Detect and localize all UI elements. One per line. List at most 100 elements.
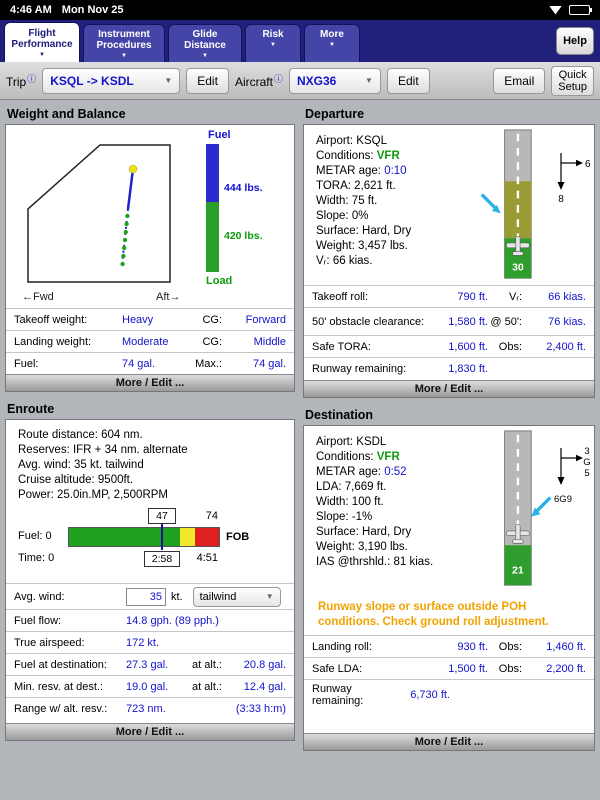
table-row: Fuel: 74 gal. Max.: 74 gal.	[6, 352, 294, 374]
chevron-down-icon: ▼	[270, 42, 276, 48]
departure-runway-graphic: 30	[480, 129, 532, 279]
tab-glide-distance[interactable]: Glide Distance ▼	[168, 24, 242, 62]
panel-title-departure: Departure	[305, 107, 365, 121]
wind-gust-value: 6G9	[554, 494, 572, 505]
landing-cg-point	[120, 261, 125, 267]
status-time: 4:46 AM	[10, 4, 52, 16]
svg-text:G: G	[583, 457, 590, 468]
departure-graphic-area: Airport: KSQL Conditions: VFR METAR age:…	[304, 125, 594, 285]
svg-text:5: 5	[584, 468, 589, 479]
wind-direction-select[interactable]: tailwind ▼	[192, 586, 281, 607]
panel-title-destination: Destination	[305, 408, 374, 422]
enroute-info: Route distance: 604 nm. Reserves: IFR + …	[18, 429, 188, 501]
chevron-down-icon: ▼	[202, 53, 208, 59]
avg-wind-row: Avg. wind: kt. tailwind ▼	[6, 583, 294, 609]
chevron-down-icon: ▼	[365, 76, 373, 85]
trip-select[interactable]: KSQL -> KSDL ▼	[42, 67, 181, 94]
table-row: Takeoff roll: 790 ft. Vᵣ: 66 kias.	[304, 285, 594, 307]
help-button[interactable]: Help	[556, 27, 594, 55]
departure-wind-indicator: 6 8	[557, 153, 591, 205]
wind-arrow-icon	[557, 182, 565, 190]
trip-edit-button[interactable]: Edit	[186, 67, 229, 94]
headwind-value: 8	[558, 194, 564, 205]
fuel-weight-value: 444 lbs.	[224, 182, 263, 194]
departure-panel: Airport: KSQL Conditions: VFR METAR age:…	[303, 124, 595, 398]
fuel-load-bar: Fuel 444 lbs. 420 lbs. Load	[206, 129, 292, 287]
table-row: Takeoff weight: Heavy CG: Forward	[6, 308, 294, 330]
email-button[interactable]: Email	[493, 67, 546, 94]
destination-graphic-area: Airport: KSDL Conditions: VFR METAR age:…	[304, 426, 594, 596]
status-date: Mon Nov 25	[61, 4, 124, 16]
airplane-icon	[506, 523, 530, 544]
panel-title-weight-balance: Weight and Balance	[7, 107, 126, 121]
table-row: Landing weight: Moderate CG: Middle	[6, 330, 294, 352]
destination-wind-indicator: 3 G 5 6G9	[554, 446, 591, 505]
svg-text:3: 3	[584, 446, 589, 457]
table-row: Runway remaining: 6,730 ft.	[304, 679, 594, 709]
aft-axis-label: Aft→	[156, 291, 181, 303]
quick-setup-button[interactable]: Quick Setup	[551, 65, 594, 96]
weight-balance-panel: ←Fwd Aft→ Fuel 444 lbs. 420 lbs. Load	[5, 124, 295, 392]
crosswind-value: 6	[585, 159, 591, 170]
table-row: 50' obstacle clearance: 1,580 ft. @ 50':…	[304, 307, 594, 335]
tab-bar: Flight Performance ▼ Instrument Procedur…	[0, 20, 600, 62]
runway-warning-text: Runway slope or surface outside POH cond…	[318, 601, 549, 628]
table-row: True airspeed: 172 kt.	[6, 631, 294, 653]
main-content: Weight and Balance	[0, 100, 600, 800]
aircraft-edit-button[interactable]: Edit	[386, 67, 430, 94]
wind-speed-input[interactable]	[126, 587, 166, 606]
fwd-axis-label: ←Fwd	[22, 291, 54, 303]
battery-icon	[569, 5, 592, 15]
takeoff-cg-point	[128, 164, 138, 174]
more-edit-button[interactable]: More / Edit ...	[304, 733, 594, 750]
table-row: Landing roll: 930 ft. Obs: 1,460 ft.	[304, 635, 594, 657]
fuel-marker-value: 47	[148, 508, 176, 524]
table-row: Fuel at destination: 27.3 gal. at alt.: …	[6, 653, 294, 675]
panel-title-enroute: Enroute	[7, 402, 55, 416]
destination-runway-graphic: 21	[504, 430, 552, 586]
more-edit-button[interactable]: More / Edit ...	[304, 380, 594, 397]
fuel-gauge-bar	[68, 527, 220, 547]
table-row: Min. resv. at dest.: 19.0 gal. at alt.: …	[6, 675, 294, 697]
chevron-down-icon: ▼	[39, 52, 45, 58]
chevron-down-icon: ▼	[164, 76, 173, 85]
fuel-bar-label: Fuel	[208, 129, 231, 141]
wind-arrow-icon	[557, 477, 565, 485]
load-weight-value: 420 lbs.	[224, 230, 263, 242]
destination-panel: Airport: KSDL Conditions: VFR METAR age:…	[303, 425, 595, 751]
table-row: Fuel flow: 14.8 gph. (89 pph.)	[6, 609, 294, 631]
table-row: Range w/ alt. resv.: 723 nm. (3:33 h:m)	[6, 697, 294, 719]
tab-flight-performance[interactable]: Flight Performance ▼	[4, 22, 80, 62]
table-row: Safe TORA: 1,600 ft. Obs: 2,400 ft.	[304, 335, 594, 357]
toolbar: Tripⓘ KSQL -> KSDL ▼ Edit Aircraftⓘ NXG3…	[0, 62, 600, 100]
wifi-icon	[549, 5, 562, 15]
aircraft-label: Aircraftⓘ	[234, 74, 283, 89]
tab-more[interactable]: More ▼	[304, 24, 360, 62]
chevron-down-icon: ▼	[329, 42, 335, 48]
time-marker-value: 2:58	[144, 551, 180, 567]
table-row: Runway remaining: 1,830 ft.	[304, 357, 594, 379]
airplane-icon	[506, 236, 530, 256]
more-edit-button[interactable]: More / Edit ...	[6, 723, 294, 740]
info-icon[interactable]: ⓘ	[27, 74, 37, 84]
runway-number: 30	[512, 263, 524, 274]
table-row: Safe LDA: 1,500 ft. Obs: 2,200 ft.	[304, 657, 594, 679]
fuel-load-bar-graphic	[206, 144, 219, 272]
info-icon[interactable]: ⓘ	[273, 74, 283, 84]
trip-label: Tripⓘ	[6, 74, 37, 89]
tab-instrument-procedures[interactable]: Instrument Procedures ▼	[83, 24, 165, 62]
tab-risk[interactable]: Risk ▼	[245, 24, 301, 62]
cg-envelope-chart: ←Fwd Aft→ Fuel 444 lbs. 420 lbs. Load	[6, 125, 294, 308]
chevron-down-icon: ▼	[121, 53, 127, 59]
enroute-panel: Route distance: 604 nm. Reserves: IFR + …	[5, 419, 295, 741]
more-edit-button[interactable]: More / Edit ...	[6, 374, 294, 391]
runway-number: 21	[512, 566, 524, 577]
load-bar-label: Load	[206, 275, 233, 287]
status-bar: 4:46 AM Mon Nov 25	[0, 0, 600, 20]
touchdown-arrow-icon	[480, 193, 501, 214]
aircraft-select[interactable]: NXG36 ▼	[288, 67, 381, 94]
fuel-gauge: Fuel: 0 Time: 0 47 2:58 74 FOB 4:51	[18, 508, 250, 567]
chevron-down-icon: ▼	[265, 592, 274, 601]
gauge-marker-line	[161, 524, 163, 550]
